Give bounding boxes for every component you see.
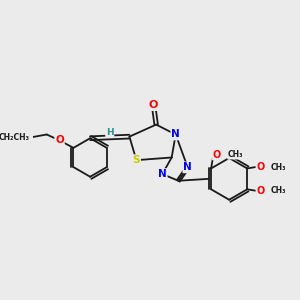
Text: N: N [183,162,192,172]
Text: O: O [213,149,221,160]
Text: O: O [256,162,265,172]
Text: S: S [133,155,140,165]
Text: CH₂CH₃: CH₂CH₃ [0,133,30,142]
Text: O: O [55,135,64,146]
Text: O: O [149,100,158,110]
Text: CH₃: CH₃ [228,150,243,159]
Text: CH₃: CH₃ [271,163,286,172]
Text: O: O [256,186,265,196]
Text: CH₃: CH₃ [271,186,286,195]
Text: H: H [106,128,114,137]
Text: N: N [171,130,180,140]
Text: N: N [158,169,167,179]
